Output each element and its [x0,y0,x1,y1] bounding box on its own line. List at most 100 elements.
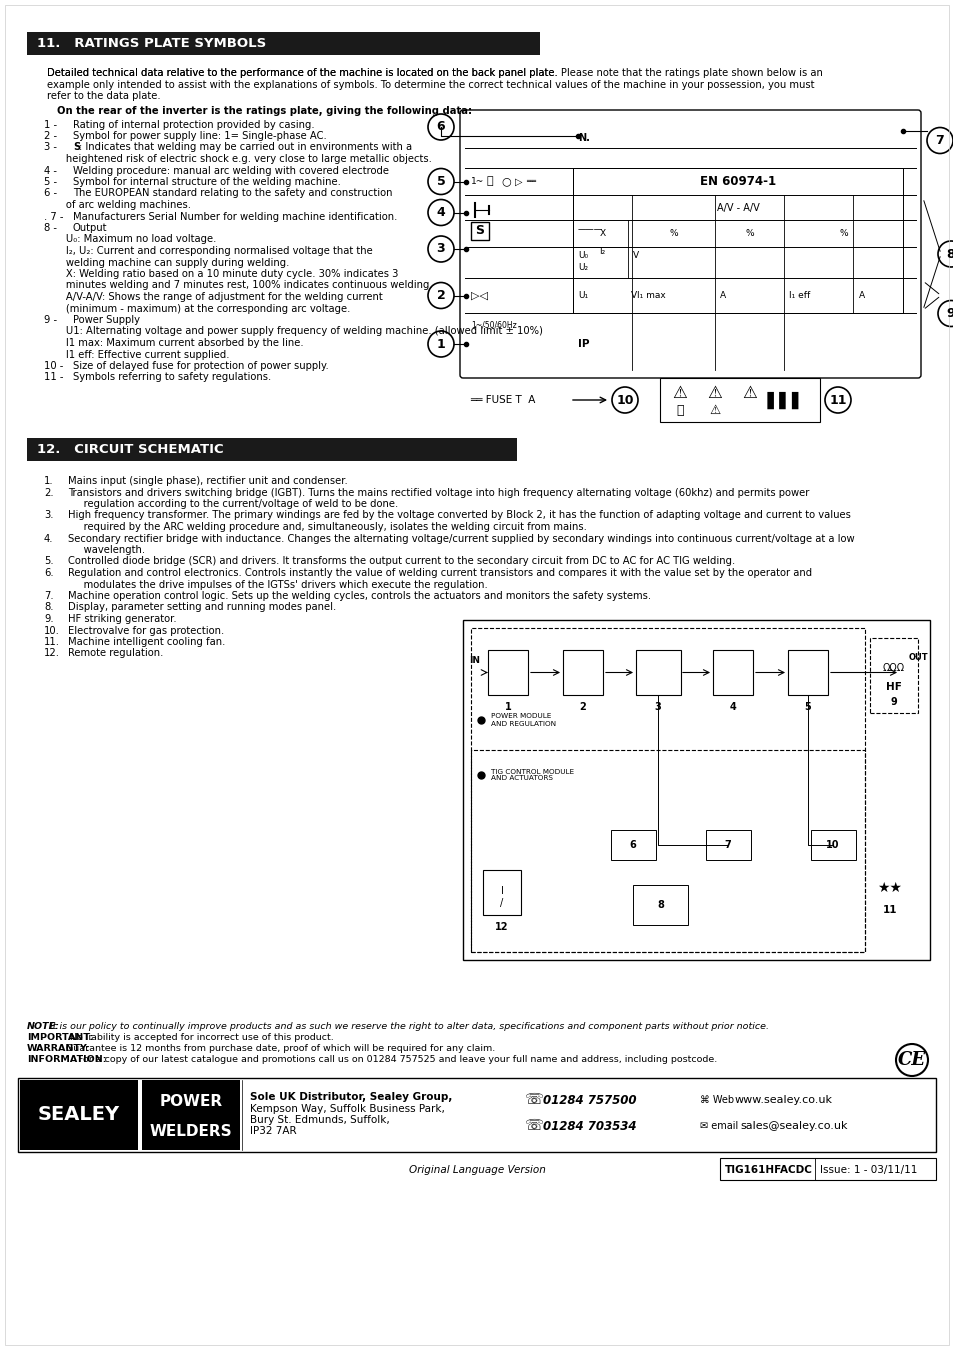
Text: refer to the data plate.: refer to the data plate. [47,90,160,101]
Text: I₂, U₂: Current and corresponding normalised voltage that the: I₂, U₂: Current and corresponding normal… [44,246,373,256]
Text: Regulation and control electronics. Controls instantly the value of welding curr: Regulation and control electronics. Cont… [68,568,811,578]
Text: %: % [744,230,753,238]
Text: Manufacturers Serial Number for welding machine identification.: Manufacturers Serial Number for welding … [73,212,397,221]
Text: 9 -: 9 - [44,315,57,325]
Text: . 7 -: . 7 - [44,212,64,221]
Text: TIG161HFACDC: TIG161HFACDC [724,1165,812,1174]
Text: 3: 3 [436,243,445,255]
Text: No liability is accepted for incorrect use of this product.: No liability is accepted for incorrect u… [67,1033,334,1042]
Text: Electrovalve for gas protection.: Electrovalve for gas protection. [68,625,224,636]
Text: It is our policy to continually improve products and as such we reserve the righ: It is our policy to continually improve … [47,1022,768,1031]
Bar [636,649,680,695]
Text: 5 -: 5 - [44,177,57,188]
Text: N.: N. [578,134,589,143]
Text: ══: ══ [525,177,536,186]
Bar [869,639,917,713]
Text: 11.: 11. [44,637,60,647]
Text: Original Language Version: Original Language Version [408,1165,545,1174]
Bar [573,167,902,313]
Text: regulation according to the current/voltage of weld to be done.: regulation according to the current/volt… [68,500,397,509]
Text: U₀: Maximum no load voltage.: U₀: Maximum no load voltage. [44,235,216,244]
Text: required by the ARC welding procedure and, simultaneously, isolates the welding : required by the ARC welding procedure an… [68,522,586,532]
Text: 2 -: 2 - [44,131,57,140]
Text: Size of delayed fuse for protection of power supply.: Size of delayed fuse for protection of p… [73,360,329,371]
Text: 3 -: 3 - [44,143,57,153]
Text: %: % [669,230,678,238]
Text: WELDERS: WELDERS [150,1123,233,1139]
Text: S: S [475,224,484,238]
Text: 1~/50/60Hz: 1~/50/60Hz [471,320,517,329]
Text: A: A [858,292,863,300]
Text: U1: Alternating voltage and power supply frequency of welding machine. (allowed : U1: Alternating voltage and power supply… [44,327,542,336]
Text: POWER MODULE
AND REGULATION: POWER MODULE AND REGULATION [491,714,556,726]
Text: The EUROPEAN standard relating to the safety and construction: The EUROPEAN standard relating to the sa… [73,189,392,198]
Text: Output: Output [73,223,108,234]
Text: sales@sealey.co.uk: sales@sealey.co.uk [740,1120,846,1131]
Text: HF: HF [885,682,901,691]
Text: 8: 8 [657,900,663,910]
Text: V: V [633,251,639,259]
Text: wavelength.: wavelength. [68,545,145,555]
Text: Machine intelligent cooling fan.: Machine intelligent cooling fan. [68,637,225,647]
Bar [705,830,750,860]
Text: ———: ——— [578,225,602,235]
Text: I₂: I₂ [598,247,605,256]
Text: Rating of internal protection provided by casing.: Rating of internal protection provided b… [73,120,314,130]
Text: 1 -: 1 - [44,120,57,130]
Text: 10.: 10. [44,625,60,636]
Text: 10: 10 [825,840,839,850]
Text: X: X [599,230,605,238]
Text: Detailed technical data relative to the performance of the machine is located on: Detailed technical data relative to the … [47,68,560,78]
Text: ✉ email: ✉ email [700,1120,738,1131]
Text: minutes welding and 7 minutes rest, 100% indicates continuous welding.: minutes welding and 7 minutes rest, 100%… [44,281,432,290]
Text: Sole UK Distributor, Sealey Group,: Sole UK Distributor, Sealey Group, [250,1092,452,1102]
Text: ☏: ☏ [524,1119,543,1134]
Text: 9: 9 [890,697,897,707]
Text: Secondary rectifier bridge with inductance. Changes the alternating voltage/curr: Secondary rectifier bridge with inductan… [68,533,854,544]
Text: Ⓜ: Ⓜ [486,177,493,186]
Bar [471,751,864,952]
Text: Welding procedure: manual arc welding with covered electrode: Welding procedure: manual arc welding wi… [73,166,389,176]
Text: For a copy of our latest catalogue and promotions call us on 01284 757525 and le: For a copy of our latest catalogue and p… [75,1054,717,1064]
Text: 3: 3 [654,702,660,711]
Text: 9.: 9. [44,614,53,624]
Text: POWER: POWER [159,1095,222,1110]
Bar [20,1080,138,1150]
Text: 7: 7 [724,840,731,850]
Text: A: A [720,292,725,300]
Text: 12: 12 [495,922,508,931]
Bar [142,1080,240,1150]
Text: A/V-A/V: Shows the range of adjustment for the welding current: A/V-A/V: Shows the range of adjustment f… [44,292,382,302]
Text: ▐▐▐: ▐▐▐ [760,392,799,409]
Text: 11: 11 [828,393,846,406]
Bar [18,1079,935,1152]
Text: 11 -: 11 - [44,373,64,382]
Text: IP32 7AR: IP32 7AR [250,1126,296,1135]
Text: Symbols referring to safety regulations.: Symbols referring to safety regulations. [73,373,271,382]
Text: 5: 5 [803,702,810,711]
Bar [562,649,602,695]
Text: ☏: ☏ [524,1092,543,1107]
Text: U₀: U₀ [578,251,587,259]
Text: Controlled diode bridge (SCR) and drivers. It transforms the output current to t: Controlled diode bridge (SCR) and driver… [68,556,735,567]
Text: 4: 4 [436,207,445,219]
Bar [787,649,827,695]
Text: Kempson Way, Suffolk Business Park,: Kempson Way, Suffolk Business Park, [250,1104,444,1114]
Text: EN 60974-1: EN 60974-1 [700,176,775,188]
Text: Display, parameter setting and running modes panel.: Display, parameter setting and running m… [68,602,335,613]
Text: NOTE:: NOTE: [27,1022,60,1031]
Text: 8.: 8. [44,602,53,613]
Bar [27,32,539,55]
Text: A/V - A/V: A/V - A/V [716,202,759,212]
Text: Remote regulation.: Remote regulation. [68,648,163,659]
Text: 10: 10 [616,393,633,406]
Text: Machine operation control logic. Sets up the welding cycles, controls the actuat: Machine operation control logic. Sets up… [68,591,651,601]
Text: HF striking generator.: HF striking generator. [68,614,176,624]
Bar [720,1158,935,1180]
Text: ══ FUSE T  A: ══ FUSE T A [470,396,535,405]
Text: Issue: 1 - 03/11/11: Issue: 1 - 03/11/11 [820,1165,917,1174]
Text: example only intended to assist with the explanations of symbols. To determine t: example only intended to assist with the… [47,80,814,89]
Bar [610,830,656,860]
Text: 6: 6 [436,120,445,134]
Bar [488,649,527,695]
